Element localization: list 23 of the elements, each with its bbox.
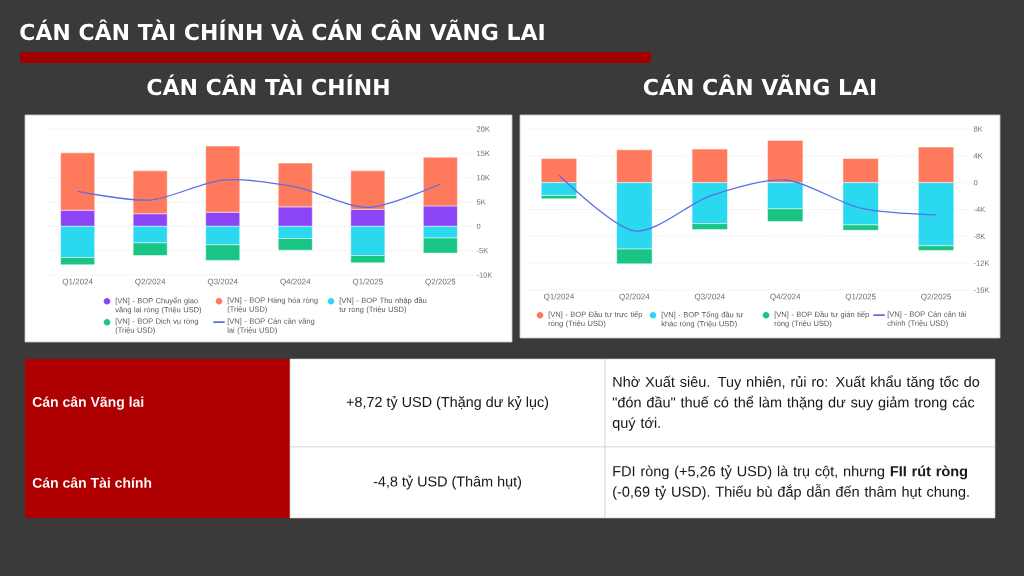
x-tick-label: Q3/2024 <box>207 278 238 286</box>
x-tick-label: Q2/2024 <box>135 278 166 286</box>
chart-title: CÁN CÂN VÃNG LAI <box>643 74 876 96</box>
text: +8,72 tỷ USD (Thặng dư kỷ lục) <box>346 396 549 410</box>
x-tick-label: Q2/2025 <box>425 278 456 286</box>
x-tick-label: Q2/2025 <box>921 293 952 301</box>
text: -4,8 tỷ USD (Thâm hụt) <box>373 475 522 490</box>
x-tick-label: Q4/2024 <box>770 293 801 301</box>
text: CÁN CÂN TÀI CHÍNH VÀ CÁN CÂN VÃNG LAI <box>20 19 544 41</box>
line-series <box>76 179 442 208</box>
text: Nhờ Xuất siêu. Tuy nhiên, rủi ro: Xuất khẩu tăng tốc do "đón đầu" thuế có thể làm thặng dư suy giảm trong các quý tới. <box>612 375 980 431</box>
text: FDI ròng (+5,26 tỷ USD) là trụ cột, nhưng FII rút ròng (-0,69 tỷ USD). Thiếu bù đắp dẫn đến thâm hụt chung. <box>613 465 969 500</box>
x-tick-label: Q1/2025 <box>845 293 876 301</box>
x-tick-label: Q1/2025 <box>352 278 383 286</box>
x-tick-label: Q1/2024 <box>62 278 93 286</box>
x-tick-label: Q1/2024 <box>543 293 575 301</box>
chart-title: CÁN CÂN TÀI CHÍNH <box>147 74 389 96</box>
category-label: Cán cân Vãng lai <box>32 396 144 410</box>
x-tick-label: Q3/2024 <box>694 293 725 301</box>
category-label: Cán cân Tài chính <box>32 477 152 488</box>
line-series <box>558 174 937 232</box>
x-tick-label: Q4/2024 <box>280 278 311 286</box>
x-tick-label: Q2/2024 <box>619 293 650 301</box>
